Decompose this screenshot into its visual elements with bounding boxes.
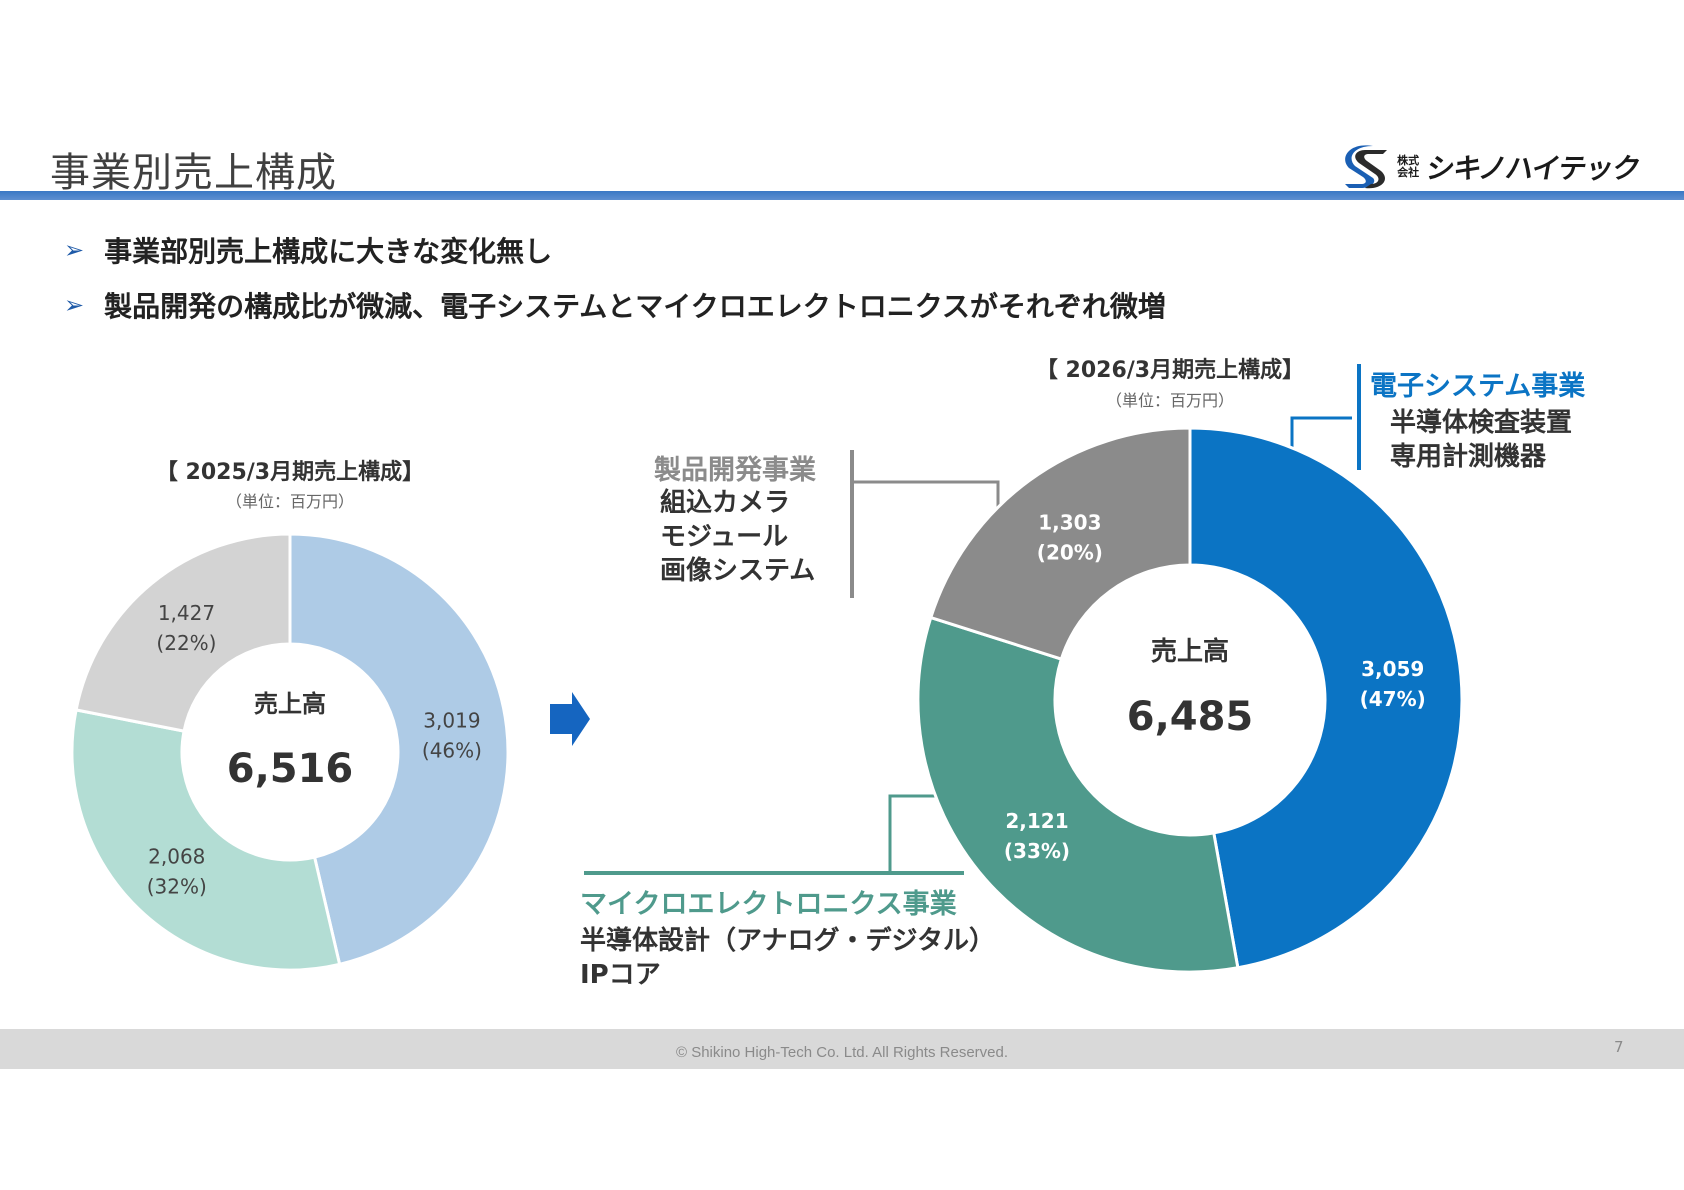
donut-slice-micro-2026 bbox=[916, 615, 1240, 974]
slice-value-label: 1,427 bbox=[158, 601, 215, 625]
slice-value-label: 3,059 bbox=[1361, 657, 1424, 681]
logo-small-text: 株式会社 bbox=[1397, 154, 1420, 179]
donut-slice-electronic-2026 bbox=[1188, 426, 1464, 970]
slice-percent-label: (47%) bbox=[1360, 687, 1426, 711]
donut-slice-product-2025 bbox=[74, 532, 292, 733]
slice-value-label: 1,303 bbox=[1038, 511, 1101, 535]
footer-bar bbox=[0, 1029, 1684, 1069]
slice-percent-label: (20%) bbox=[1037, 541, 1103, 565]
segment-desc-micro-2: IPコア bbox=[580, 960, 661, 990]
segment-desc-product-2: モジュール bbox=[660, 522, 789, 552]
slice-value-label: 2,121 bbox=[1005, 809, 1068, 833]
chart-title-2025: 【 2025/3月期売上構成】 bbox=[155, 460, 425, 485]
chart-unit-2025: （単位：百万円） bbox=[225, 492, 354, 511]
title-divider bbox=[0, 191, 1684, 200]
slice-percent-label: (32%) bbox=[147, 874, 207, 898]
connector-line-electronic bbox=[1290, 416, 1352, 448]
slice-percent-label: (22%) bbox=[156, 631, 216, 655]
transition-arrow-icon bbox=[550, 692, 590, 746]
bullet-item: ➢ 製品開発の構成比が微減、電子システムとマイクロエレクトロニクスがそれぞれ微増 bbox=[64, 285, 1166, 325]
company-logo: 株式会社 シキノハイテック bbox=[1343, 142, 1643, 192]
slice-value-label: 2,068 bbox=[148, 844, 205, 868]
slice-value-label: 3,019 bbox=[423, 708, 480, 732]
copyright-text: © Shikino High-Tech Co. Ltd. All Rights … bbox=[675, 1044, 1009, 1061]
segment-desc-electronic-2: 専用計測機器 bbox=[1390, 442, 1547, 472]
center-label: 売上高 bbox=[254, 690, 326, 718]
segment-name-micro: マイクロエレクトロニクス事業 bbox=[580, 889, 957, 920]
connector-line-micro bbox=[888, 794, 938, 873]
donut-slice-electronic-2025 bbox=[288, 532, 510, 967]
center-total-value: 6,485 bbox=[1127, 694, 1254, 740]
arrow-bullet-icon: ➢ bbox=[64, 291, 85, 319]
logo-mark-icon bbox=[1345, 145, 1388, 189]
center-total-value: 6,516 bbox=[227, 746, 354, 792]
bullet-text: 製品開発の構成比が微減、電子システムとマイクロエレクトロニクスがそれぞれ微増 bbox=[104, 290, 1166, 323]
arrow-bullet-icon: ➢ bbox=[64, 236, 85, 264]
chart-unit-2026: （単位：百万円） bbox=[1105, 391, 1234, 410]
chart-title-2026: 【 2026/3月期売上構成】 bbox=[1035, 358, 1305, 383]
page-title: 事業別売上構成 bbox=[50, 150, 337, 196]
page-number: 7 bbox=[1614, 1038, 1624, 1056]
bullet-item: ➢ 事業部別売上構成に大きな変化無し bbox=[64, 230, 552, 270]
donut-slice-micro-2025 bbox=[70, 708, 342, 972]
segment-desc-product-1: 組込カメラ bbox=[660, 488, 791, 518]
segment-desc-product-3: 画像システム bbox=[660, 556, 816, 586]
slice-percent-label: (33%) bbox=[1004, 839, 1070, 863]
connector-line-product bbox=[852, 480, 1000, 515]
center-label: 売上高 bbox=[1151, 636, 1229, 667]
segment-desc-electronic-1: 半導体検査装置 bbox=[1390, 408, 1573, 438]
bullet-text: 事業部別売上構成に大きな変化無し bbox=[104, 235, 553, 268]
donut-slice-product-2026 bbox=[928, 426, 1192, 661]
segment-desc-micro-1: 半導体設計（アナログ・デジタル） bbox=[580, 926, 995, 956]
segment-name-product: 製品開発事業 bbox=[654, 455, 816, 486]
slice-percent-label: (46%) bbox=[422, 738, 482, 762]
segment-name-electronic: 電子システム事業 bbox=[1370, 371, 1586, 402]
